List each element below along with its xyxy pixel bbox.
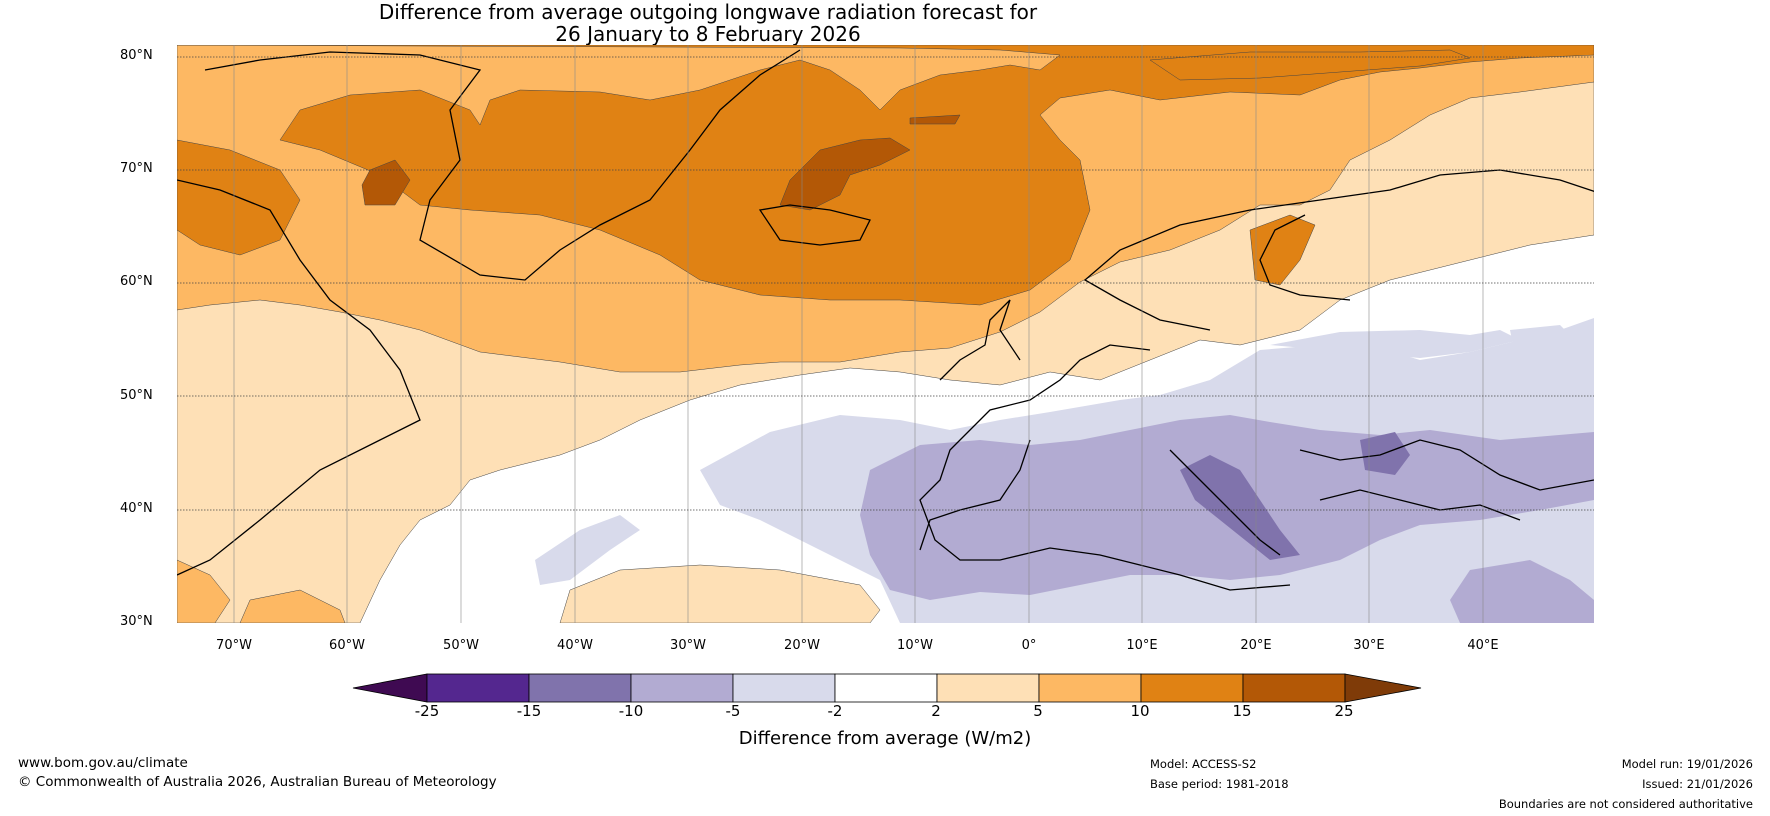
footer-website: www.bom.gov.au/climate [18, 755, 188, 771]
colorbar-extend-low [352, 673, 428, 703]
lat-label: 60°N [120, 274, 153, 289]
colorbar-tick: -10 [618, 702, 644, 720]
colorbar-tick: 5 [1033, 702, 1043, 720]
footer-copyright: © Commonwealth of Australia 2026, Austra… [18, 774, 497, 790]
lat-label: 50°N [120, 388, 153, 403]
colorbar-tick: 2 [931, 702, 941, 720]
colorbar-segment [426, 673, 530, 703]
lon-label: 40°W [557, 638, 593, 653]
colorbar-tick: -5 [725, 702, 741, 720]
map-title-line1: Difference from average outgoing longwav… [378, 0, 1038, 24]
anomaly-neg-2-5-area [1270, 330, 1520, 358]
lat-label: 40°N [120, 501, 153, 516]
colorbar-segment [1140, 673, 1244, 703]
colorbar [352, 673, 1422, 703]
anomaly-neg-2-5-area [1510, 325, 1580, 380]
lon-label: 70°W [216, 638, 252, 653]
lat-label: 70°N [120, 161, 153, 176]
colorbar-tick: 25 [1334, 702, 1354, 720]
colorbar-segment [732, 673, 836, 703]
colorbar-segment [630, 673, 734, 703]
colorbar-segment [1242, 673, 1346, 703]
colorbar-tick: 15 [1232, 702, 1252, 720]
anomaly-10-15-area [177, 45, 1594, 306]
anomaly-15-25-area [361, 159, 411, 206]
anomaly-5-10-area [239, 589, 346, 623]
anomaly-15-25-area [779, 137, 911, 211]
lat-label: 80°N [120, 48, 153, 63]
colorbar-segment [936, 673, 1040, 703]
colorbar-tick: -2 [827, 702, 843, 720]
footer-model-run: Model run: 19/01/2026 [1621, 757, 1753, 771]
colorbar-label: Difference from average (W/m2) [738, 728, 1032, 749]
anomaly-2-5-area [559, 564, 881, 623]
footer-model: Model: ACCESS-S2 [1150, 757, 1257, 771]
lon-label: 10°W [897, 638, 933, 653]
graticule [233, 45, 1484, 623]
lon-label: 20°E [1240, 638, 1272, 653]
colorbar-segment [834, 673, 938, 703]
lon-label: 40°E [1467, 638, 1499, 653]
footer-issued: Issued: 21/01/2026 [1642, 777, 1753, 791]
lon-label: 30°W [670, 638, 706, 653]
colorbar-tick: 10 [1130, 702, 1150, 720]
lon-label: 10°E [1126, 638, 1158, 653]
footer-disclaimer: Boundaries are not considered authoritat… [1498, 797, 1753, 811]
lon-label: 20°W [784, 638, 820, 653]
anomaly-neg-10-15-area [1180, 455, 1300, 560]
lon-label: 60°W [329, 638, 365, 653]
colorbar-tick: -15 [516, 702, 542, 720]
anomaly-5-10-area [177, 559, 231, 623]
lon-label: 50°W [443, 638, 479, 653]
lon-label: 30°E [1353, 638, 1385, 653]
anomaly-10-15-area [1149, 49, 1471, 81]
lat-label: 30°N [120, 614, 153, 629]
anomaly-neg-2-5-area [535, 515, 640, 585]
anomaly-15-25-area [909, 114, 961, 125]
colorbar-tick: -25 [414, 702, 440, 720]
colorbar-segment [528, 673, 632, 703]
colorbar-extend-high [1344, 673, 1422, 703]
lon-label: 0° [1021, 638, 1037, 653]
anomaly-neg-5-10-area [1450, 560, 1594, 623]
footer-base-period: Base period: 1981-2018 [1150, 777, 1289, 791]
map-title-line2: 26 January to 8 February 2026 [555, 22, 861, 46]
colorbar-segment [1038, 673, 1142, 703]
anomaly-10-15-area [1249, 214, 1316, 286]
